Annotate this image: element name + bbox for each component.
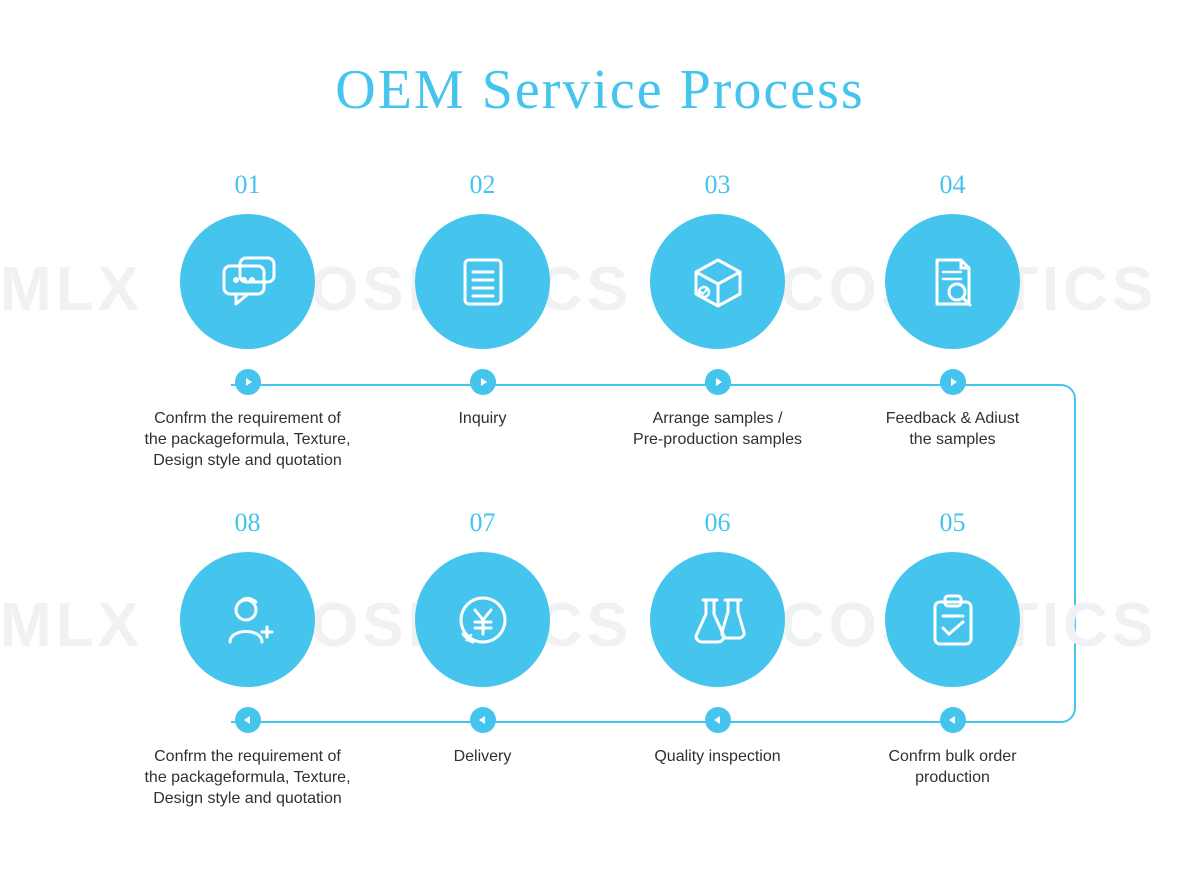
step-04: 04 Feedback & Adiust the samples [885, 170, 1020, 471]
clipboard-icon [923, 590, 983, 650]
chat-icon [218, 252, 278, 312]
step-circle [180, 214, 315, 349]
step-02: 02 Inquiry [415, 170, 550, 471]
step-circle [415, 214, 550, 349]
step-number: 03 [705, 170, 731, 200]
step-number: 05 [940, 508, 966, 538]
step-description: Confrm bulk order production [843, 747, 1063, 789]
steps-row-1: 01 Confrm the requirement of the package… [0, 170, 1200, 471]
step-circle [650, 552, 785, 687]
currency-icon [453, 590, 513, 650]
flow-arrow-icon [705, 707, 731, 733]
step-01: 01 Confrm the requirement of the package… [180, 170, 315, 471]
step-08: 08 Confrm the requirement of the package… [180, 508, 315, 809]
step-circle [415, 552, 550, 687]
flow-arrow-icon [470, 369, 496, 395]
list-icon [453, 252, 513, 312]
docsearch-icon [923, 252, 983, 312]
step-description: Confrm the requirement of the packagefor… [138, 747, 358, 809]
step-number: 01 [235, 170, 261, 200]
flow-arrow-icon [470, 707, 496, 733]
step-07: 07 Delivery [415, 508, 550, 809]
step-number: 06 [705, 508, 731, 538]
step-description: Arrange samples / Pre-production samples [608, 409, 828, 451]
flow-arrow-icon [235, 707, 261, 733]
step-number: 04 [940, 170, 966, 200]
step-description: Quality inspection [608, 747, 828, 768]
step-circle [180, 552, 315, 687]
step-description: Feedback & Adiust the samples [843, 409, 1063, 451]
steps-row-2: 08 Confrm the requirement of the package… [0, 508, 1200, 809]
flow-arrow-icon [705, 369, 731, 395]
support-icon [218, 590, 278, 650]
step-number: 02 [470, 170, 496, 200]
step-description: Inquiry [373, 409, 593, 430]
step-06: 06 Quality inspection [650, 508, 785, 809]
step-03: 03 Arrange samples / Pre-production samp… [650, 170, 785, 471]
page-title: OEM Service Process [0, 0, 1200, 122]
step-05: 05 Confrm bulk order production [885, 508, 1020, 809]
flow-arrow-icon [940, 707, 966, 733]
box-icon [688, 252, 748, 312]
flow-arrow-icon [235, 369, 261, 395]
flow-arrow-icon [940, 369, 966, 395]
step-description: Delivery [373, 747, 593, 768]
step-number: 07 [470, 508, 496, 538]
step-description: Confrm the requirement of the packagefor… [138, 409, 358, 471]
step-circle [885, 552, 1020, 687]
step-circle [885, 214, 1020, 349]
step-number: 08 [235, 508, 261, 538]
step-circle [650, 214, 785, 349]
flask-icon [688, 590, 748, 650]
